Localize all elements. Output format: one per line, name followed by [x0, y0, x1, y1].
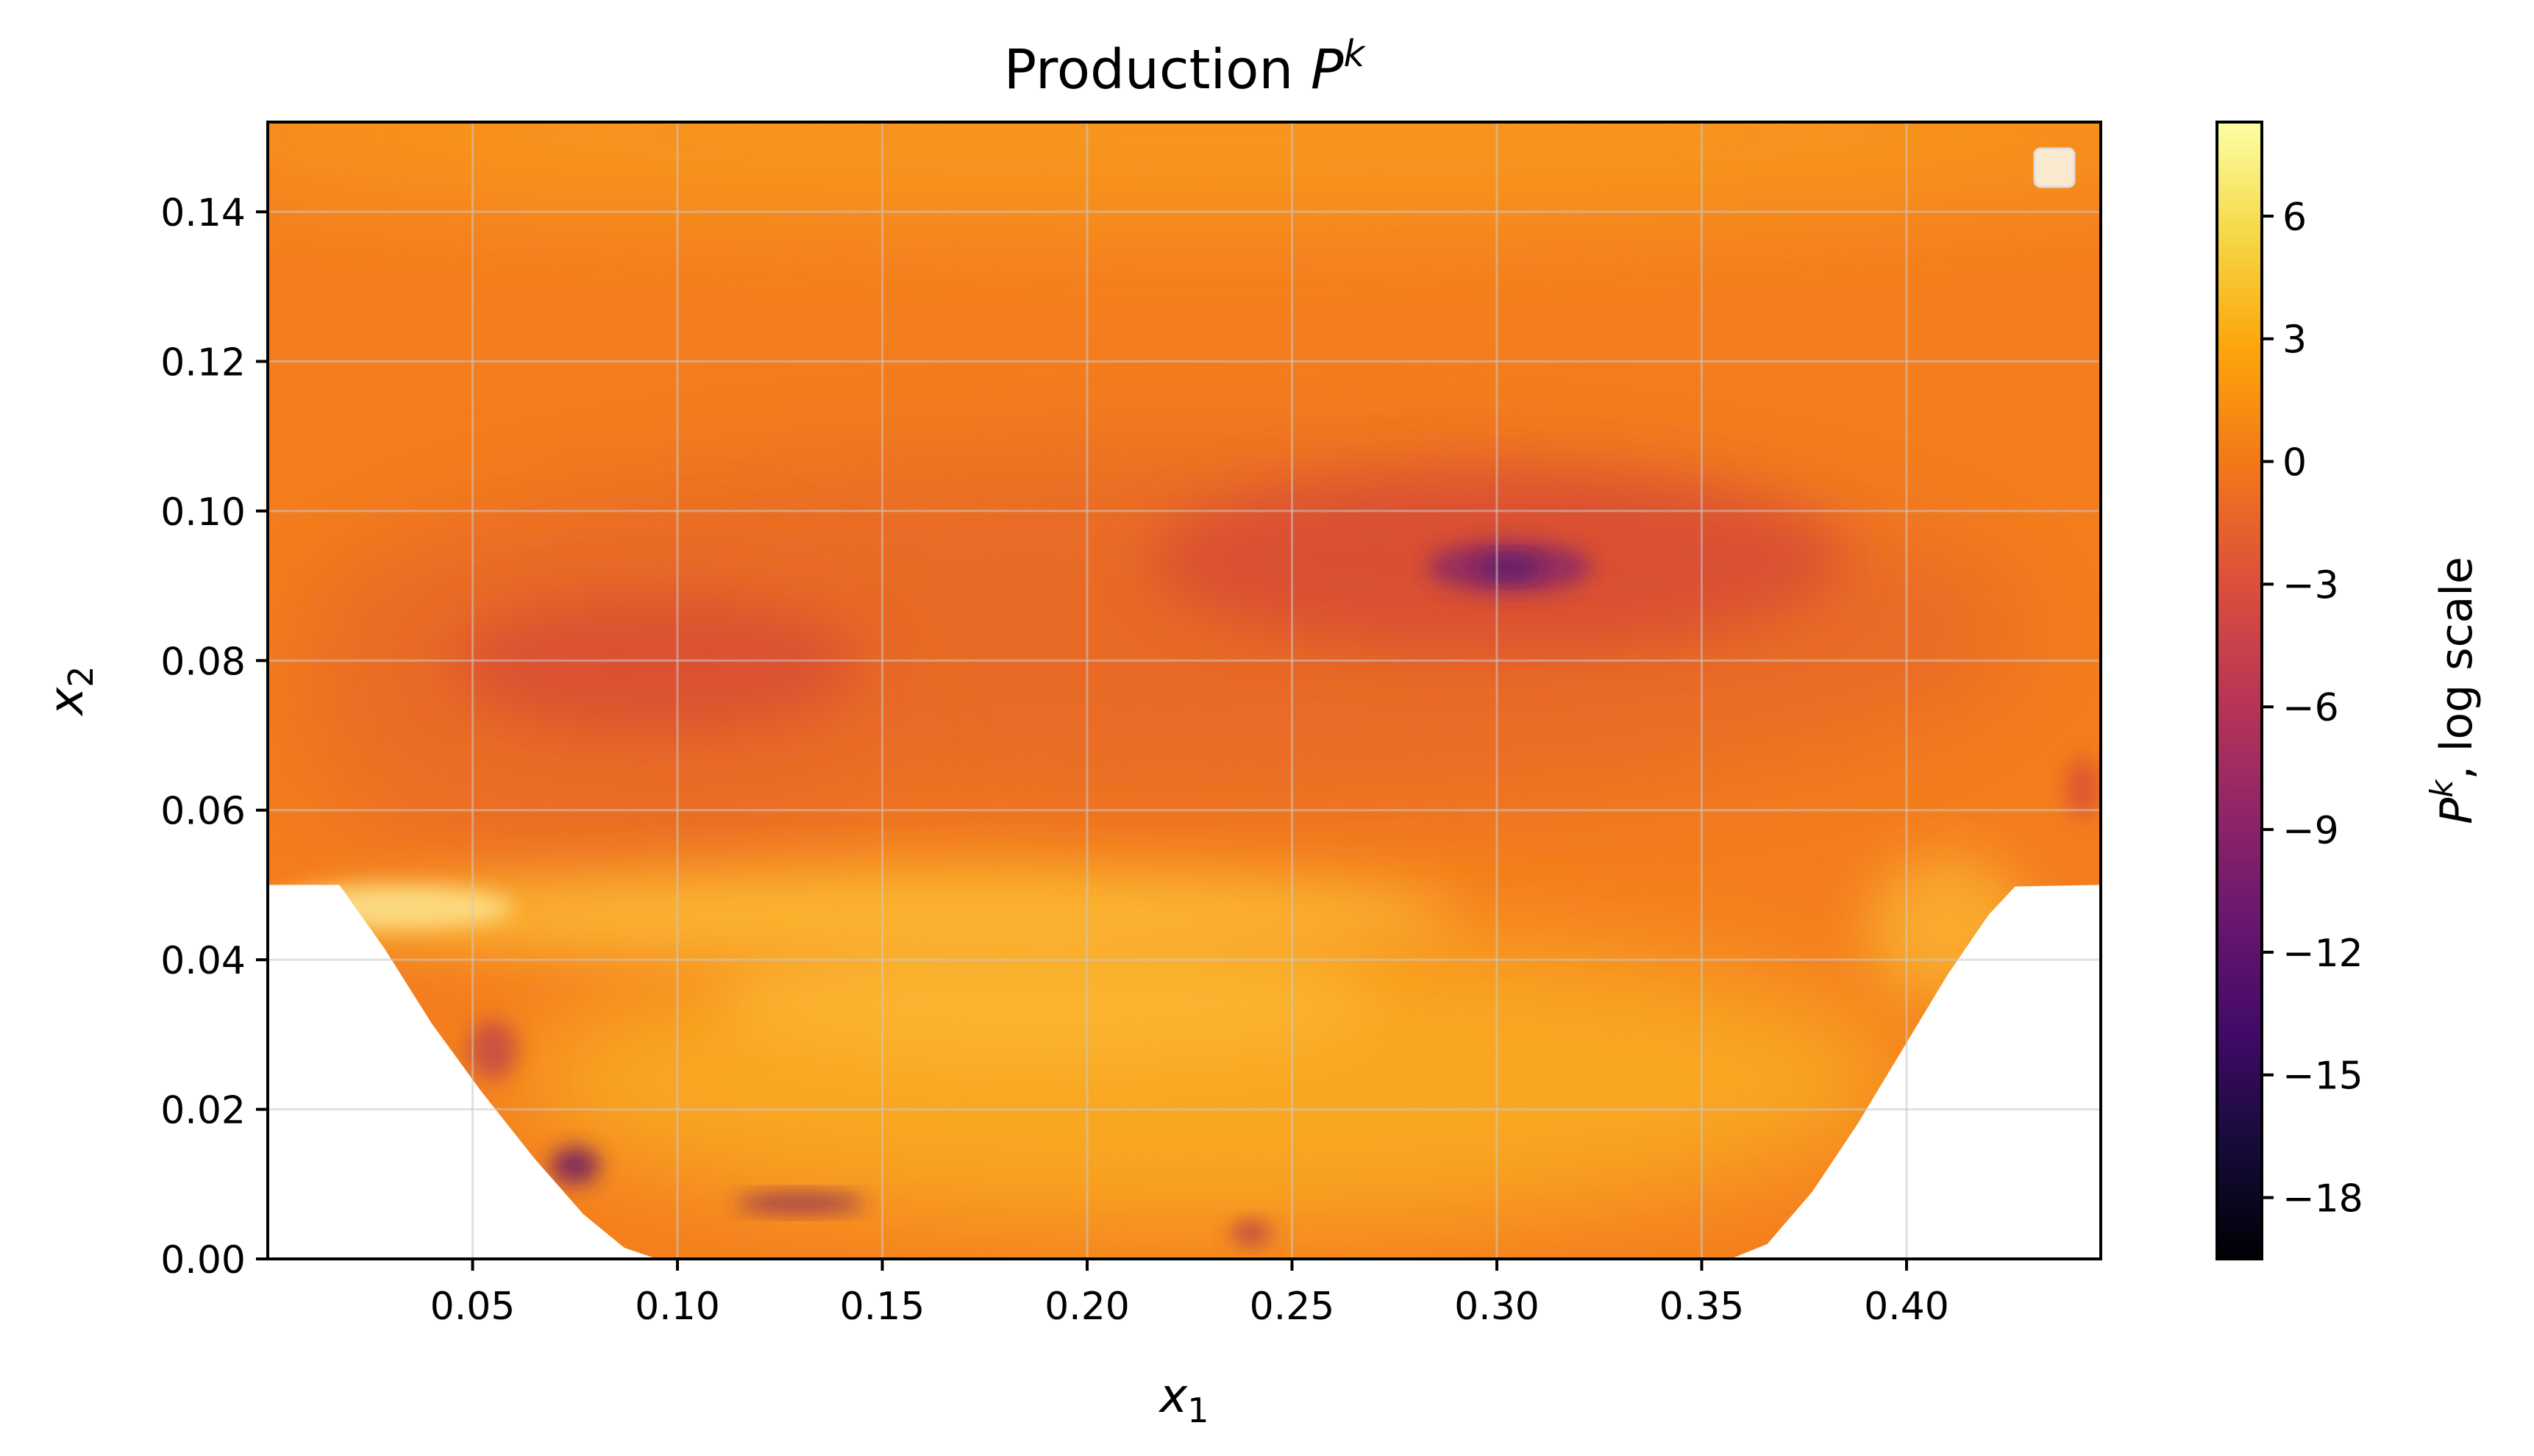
colorbar-ticks: 6 3 0 −3 −6 −9 −12 −15 −18: [2262, 196, 2363, 1221]
wall-minimum-1: [550, 1146, 600, 1185]
x-tick-label-0: 0.05: [430, 1285, 516, 1329]
contour-field: [268, 122, 2101, 1259]
x-tick-label-5: 0.30: [1454, 1285, 1540, 1329]
wall-minimum-3: [1230, 1221, 1272, 1244]
x-tick-label-4: 0.25: [1250, 1285, 1335, 1329]
x-axis-title: x1: [1158, 1369, 1209, 1430]
colorbar-tick-label-8: −18: [2282, 1177, 2363, 1221]
wall-edge-low: [468, 1019, 518, 1079]
shear-layer-origin: [268, 885, 514, 930]
plot-frame: [266, 121, 2102, 1260]
chart-title: Production Pk: [1004, 32, 1367, 101]
x-tick-label-6: 0.35: [1659, 1285, 1745, 1329]
low-region-left: [452, 596, 862, 732]
y-tick-label-5: 0.10: [160, 490, 246, 535]
x-tick-label-7: 0.40: [1864, 1285, 1949, 1329]
colorbar-tick-label-3: −3: [2282, 563, 2339, 607]
right-shear-region: [1865, 854, 2030, 1005]
y-tick-label-0: 0.00: [160, 1238, 246, 1282]
colorbar-tick-label-5: −9: [2282, 809, 2339, 853]
wall-minimum-2: [734, 1193, 866, 1212]
colorbar-tick-label-0: 6: [2282, 196, 2307, 240]
x-tick-label-3: 0.20: [1044, 1285, 1130, 1329]
x-tick-label-2: 0.15: [840, 1285, 925, 1329]
y-tick-label-1: 0.02: [160, 1089, 246, 1133]
y-tick-label-4: 0.08: [160, 640, 246, 684]
y-tick-label-7: 0.14: [160, 191, 246, 235]
right-wall-minimum: [2066, 757, 2099, 818]
vortex-core: [1476, 555, 1542, 579]
colorbar: [2216, 121, 2263, 1260]
y-axis-title: x2: [40, 665, 101, 716]
y-tick-label-2: 0.04: [160, 939, 246, 983]
colorbar-tick-label-6: −12: [2282, 932, 2363, 976]
high-production-region: [718, 944, 1374, 1065]
y-axis-ticks: 0.00 0.02 0.04 0.06 0.08 0.10 0.12 0.14: [160, 191, 268, 1282]
colorbar-label: Pk, log scale: [2424, 557, 2483, 824]
x-axis-ticks: 0.05 0.10 0.15 0.20 0.25 0.30 0.35 0.40: [430, 1259, 1949, 1329]
colorbar-tick-label-2: 0: [2282, 441, 2307, 485]
y-tick-label-3: 0.06: [160, 790, 246, 834]
y-tick-label-6: 0.12: [160, 340, 246, 385]
colorbar-tick-label-1: 3: [2282, 318, 2307, 363]
legend-box: [2033, 147, 2076, 188]
x-tick-label-1: 0.10: [635, 1285, 720, 1329]
colorbar-tick-label-4: −6: [2282, 686, 2339, 730]
colorbar-tick-label-7: −15: [2282, 1054, 2363, 1099]
